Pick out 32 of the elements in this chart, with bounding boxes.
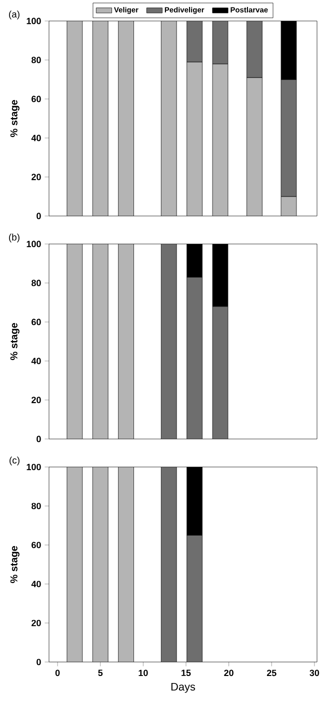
chart-title: (c) <box>10 456 20 466</box>
y-tick-label: 20 <box>32 174 41 180</box>
y-tick-label: 100 <box>26 240 41 248</box>
y-tick-label: 60 <box>32 96 41 102</box>
x-tick-label: 10 <box>138 670 148 676</box>
y-tick-label: 60 <box>32 542 41 548</box>
x-tick-label: 20 <box>224 670 234 676</box>
y-tick-label: 80 <box>32 56 41 64</box>
y-tick-label: 40 <box>31 358 41 364</box>
y-axis-title: % stage <box>10 100 20 138</box>
y-tick-label: 0 <box>36 436 41 442</box>
y-tick-label: 40 <box>31 134 41 142</box>
y-tick-label: 0 <box>36 212 41 220</box>
chart-title: (a) <box>9 10 20 20</box>
y-axis-title: % stage <box>10 546 20 584</box>
y-axis-title: % stage <box>10 323 20 360</box>
y-tick-label: 100 <box>26 18 41 24</box>
y-tick-label: 20 <box>32 396 41 404</box>
y-tick-label: 80 <box>32 280 41 286</box>
x-tick-label: 5 <box>98 670 103 676</box>
y-tick-label: 40 <box>31 580 41 588</box>
y-tick-label: 20 <box>32 620 41 626</box>
x-tick-label: 30 <box>310 670 320 676</box>
x-tick-label: 0 <box>55 670 60 676</box>
chart-title: (b) <box>9 234 20 242</box>
x-tick-label: 25 <box>266 670 276 676</box>
y-tick-label: 60 <box>32 318 41 326</box>
x-axis-title: Days <box>171 682 196 693</box>
y-tick-label: 100 <box>26 464 41 470</box>
x-tick-label: 15 <box>182 670 191 676</box>
y-tick-label: 0 <box>36 658 41 666</box>
y-tick-label: 80 <box>32 502 41 510</box>
